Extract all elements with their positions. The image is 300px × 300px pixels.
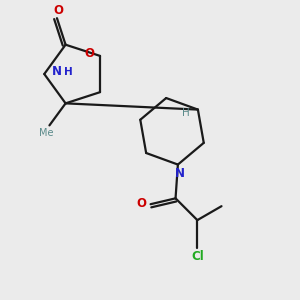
Text: H: H bbox=[64, 67, 73, 77]
Text: Me: Me bbox=[39, 128, 54, 138]
Text: H: H bbox=[182, 107, 189, 118]
Text: N: N bbox=[52, 64, 61, 78]
Text: O: O bbox=[137, 197, 147, 210]
Text: O: O bbox=[85, 47, 95, 60]
Text: O: O bbox=[53, 4, 63, 17]
Text: Cl: Cl bbox=[192, 250, 204, 263]
Text: N: N bbox=[175, 167, 185, 180]
